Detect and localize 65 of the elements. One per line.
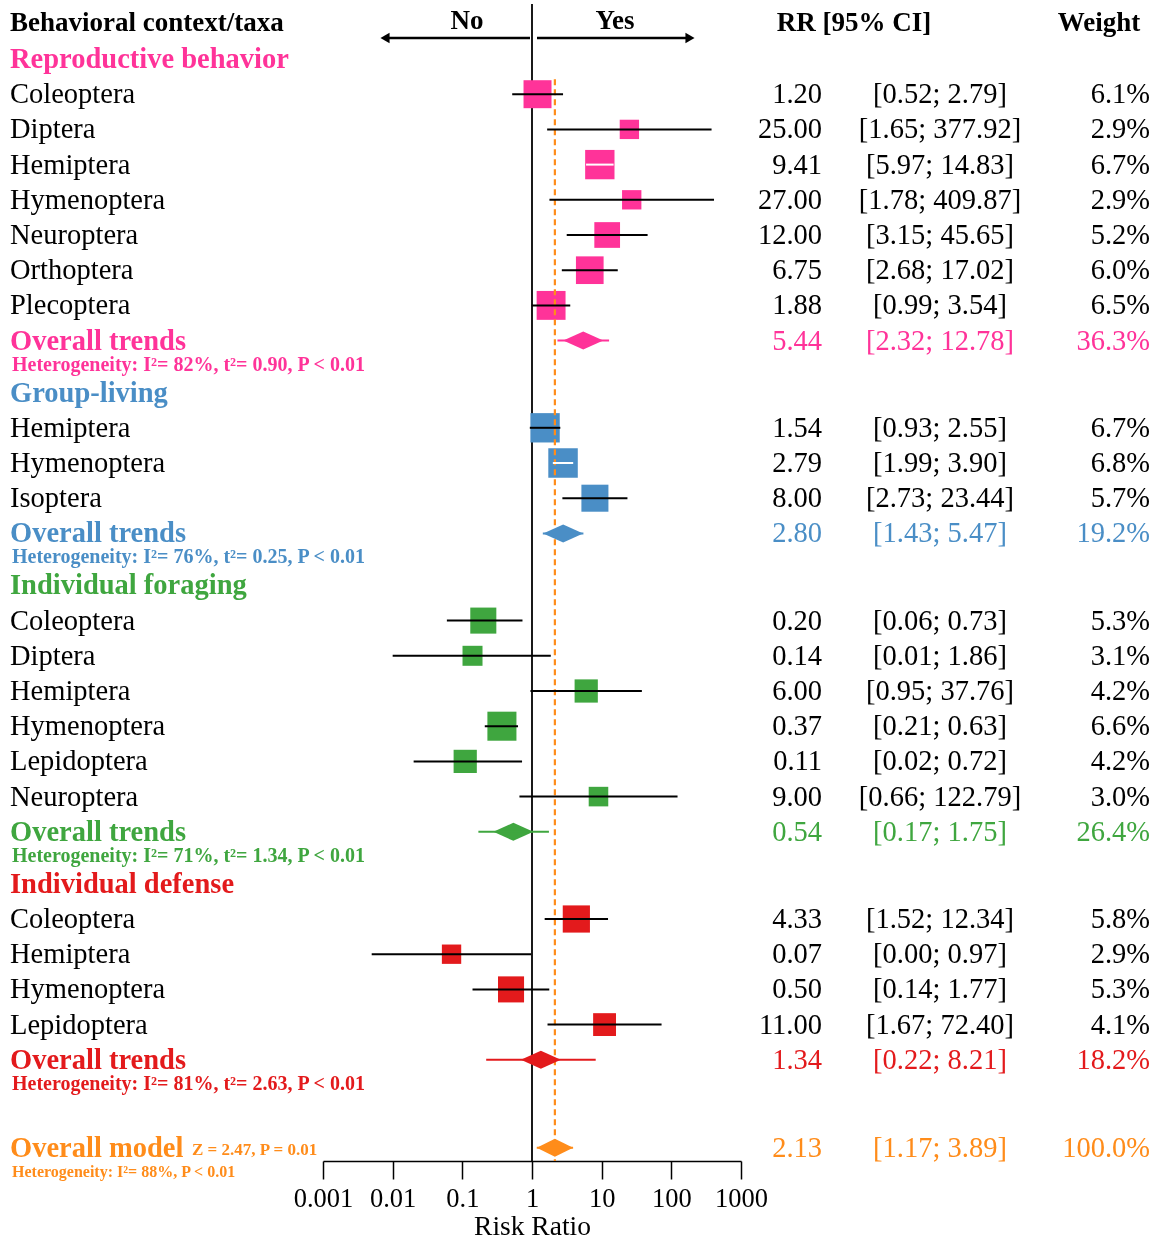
text: Individual defense <box>10 867 235 899</box>
text: 6.00 [0.95; 37.76] 4.2% <box>772 675 1150 706</box>
y-tick-label: Hymenoptera <box>10 183 166 215</box>
y-tick-label: Hymenoptera <box>10 973 166 1005</box>
y-tick-label: Hemiptera <box>10 148 131 180</box>
text: 1.34 [0.22; 8.21] 18.2% <box>772 1043 1150 1075</box>
text: 27.00 [1.78; 409.87] 2.9% <box>757 183 1150 215</box>
text: 1.54 [0.93; 2.55] 6.7% <box>772 411 1150 443</box>
text: 1.20 [0.52; 2.79] 6.1% <box>772 78 1150 110</box>
text: 0.54 [0.17; 1.75] 26.4% <box>772 815 1150 847</box>
x-tick-label: 1 <box>525 1182 540 1213</box>
y-tick-label: Coleoptera <box>10 903 136 934</box>
text: 9.00 [0.66; 122.79] 3.0% <box>772 780 1150 812</box>
x-tick-label: 10 <box>588 1182 616 1213</box>
text: 5.44 [2.32; 12.78] 36.3% <box>772 324 1150 356</box>
text: Weight <box>1057 7 1141 37</box>
x-tick-label: 0.001 <box>293 1182 354 1213</box>
text: RR [95% CI] <box>776 7 932 37</box>
y-tick-label: Diptera <box>10 113 96 145</box>
text: 25.00 [1.65; 377.92] 2.9% <box>757 113 1150 145</box>
y-tick-label: Lepidoptera <box>10 1008 149 1040</box>
y-tick-label: Orthoptera <box>10 254 134 286</box>
y-tick-label: Diptera <box>10 639 96 671</box>
text: 0.37 [0.21; 0.63] 6.6% <box>772 710 1150 742</box>
text: Z = 2.47, P = 0.01 <box>192 1139 318 1159</box>
text: 2.13 [1.17; 3.89] 100.0% <box>772 1131 1150 1163</box>
x-axis-title: Risk Ratio <box>474 1210 591 1241</box>
y-tick-label: Neuroptera <box>10 219 139 250</box>
text: 0.50 [0.14; 1.77] 5.3% <box>772 973 1150 1005</box>
y-tick-label: Hemiptera <box>10 411 131 443</box>
y-tick-label: Coleoptera <box>10 604 136 636</box>
text: 2.79 [1.99; 3.90] 6.8% <box>772 447 1150 478</box>
text: 8.00 [2.73; 23.44] 5.7% <box>772 482 1150 514</box>
y-tick-label: Hymenoptera <box>10 447 166 478</box>
text: 4.33 [1.52; 12.34] 5.8% <box>772 903 1150 934</box>
y-tick-label: Lepidoptera <box>10 745 149 777</box>
y-tick-label: Overall model <box>10 1131 184 1163</box>
text: 9.41 [5.97; 14.83] 6.7% <box>772 148 1150 180</box>
text: Heterogeneity: I²= 88%, P < 0.01 <box>12 1162 236 1181</box>
y-tick-label: Hymenoptera <box>10 710 166 742</box>
y-tick-label: Isoptera <box>10 482 103 514</box>
text: 2.80 [1.43; 5.47] 19.2% <box>772 517 1150 549</box>
text: Reproductive behavior <box>10 43 290 74</box>
text: 6.75 [2.68; 17.02] 6.0% <box>772 254 1150 286</box>
text: Group-living <box>10 376 168 408</box>
text: 0.11 [0.02; 0.72] 4.2% <box>773 745 1150 777</box>
text: 11.00 [1.67; 72.40] 4.1% <box>758 1008 1150 1040</box>
text: 0.14 [0.01; 1.86] 3.1% <box>772 639 1150 671</box>
y-tick-label: Plecoptera <box>10 289 131 321</box>
y-tick-label: Hemiptera <box>10 675 131 706</box>
x-tick-label: 100 <box>651 1182 692 1213</box>
x-tick-label: 1000 <box>715 1182 768 1213</box>
y-tick-label: Hemiptera <box>10 938 131 970</box>
y-axis-title: Behavioral context/taxa <box>10 7 285 37</box>
text: No <box>450 5 484 35</box>
text: Yes <box>595 5 635 35</box>
y-tick-label: Neuroptera <box>10 780 139 812</box>
x-tick-label: 0.01 <box>369 1182 417 1213</box>
text: 12.00 [3.15; 45.65] 5.2% <box>757 219 1150 250</box>
text: 0.20 [0.06; 0.73] 5.3% <box>772 604 1150 636</box>
y-tick-label: Coleoptera <box>10 78 136 110</box>
text: 0.07 [0.00; 0.97] 2.9% <box>772 938 1150 970</box>
x-tick-label: 0.1 <box>446 1182 480 1213</box>
text: 1.88 [0.99; 3.54] 6.5% <box>772 289 1150 321</box>
text: Individual foraging <box>10 569 247 601</box>
